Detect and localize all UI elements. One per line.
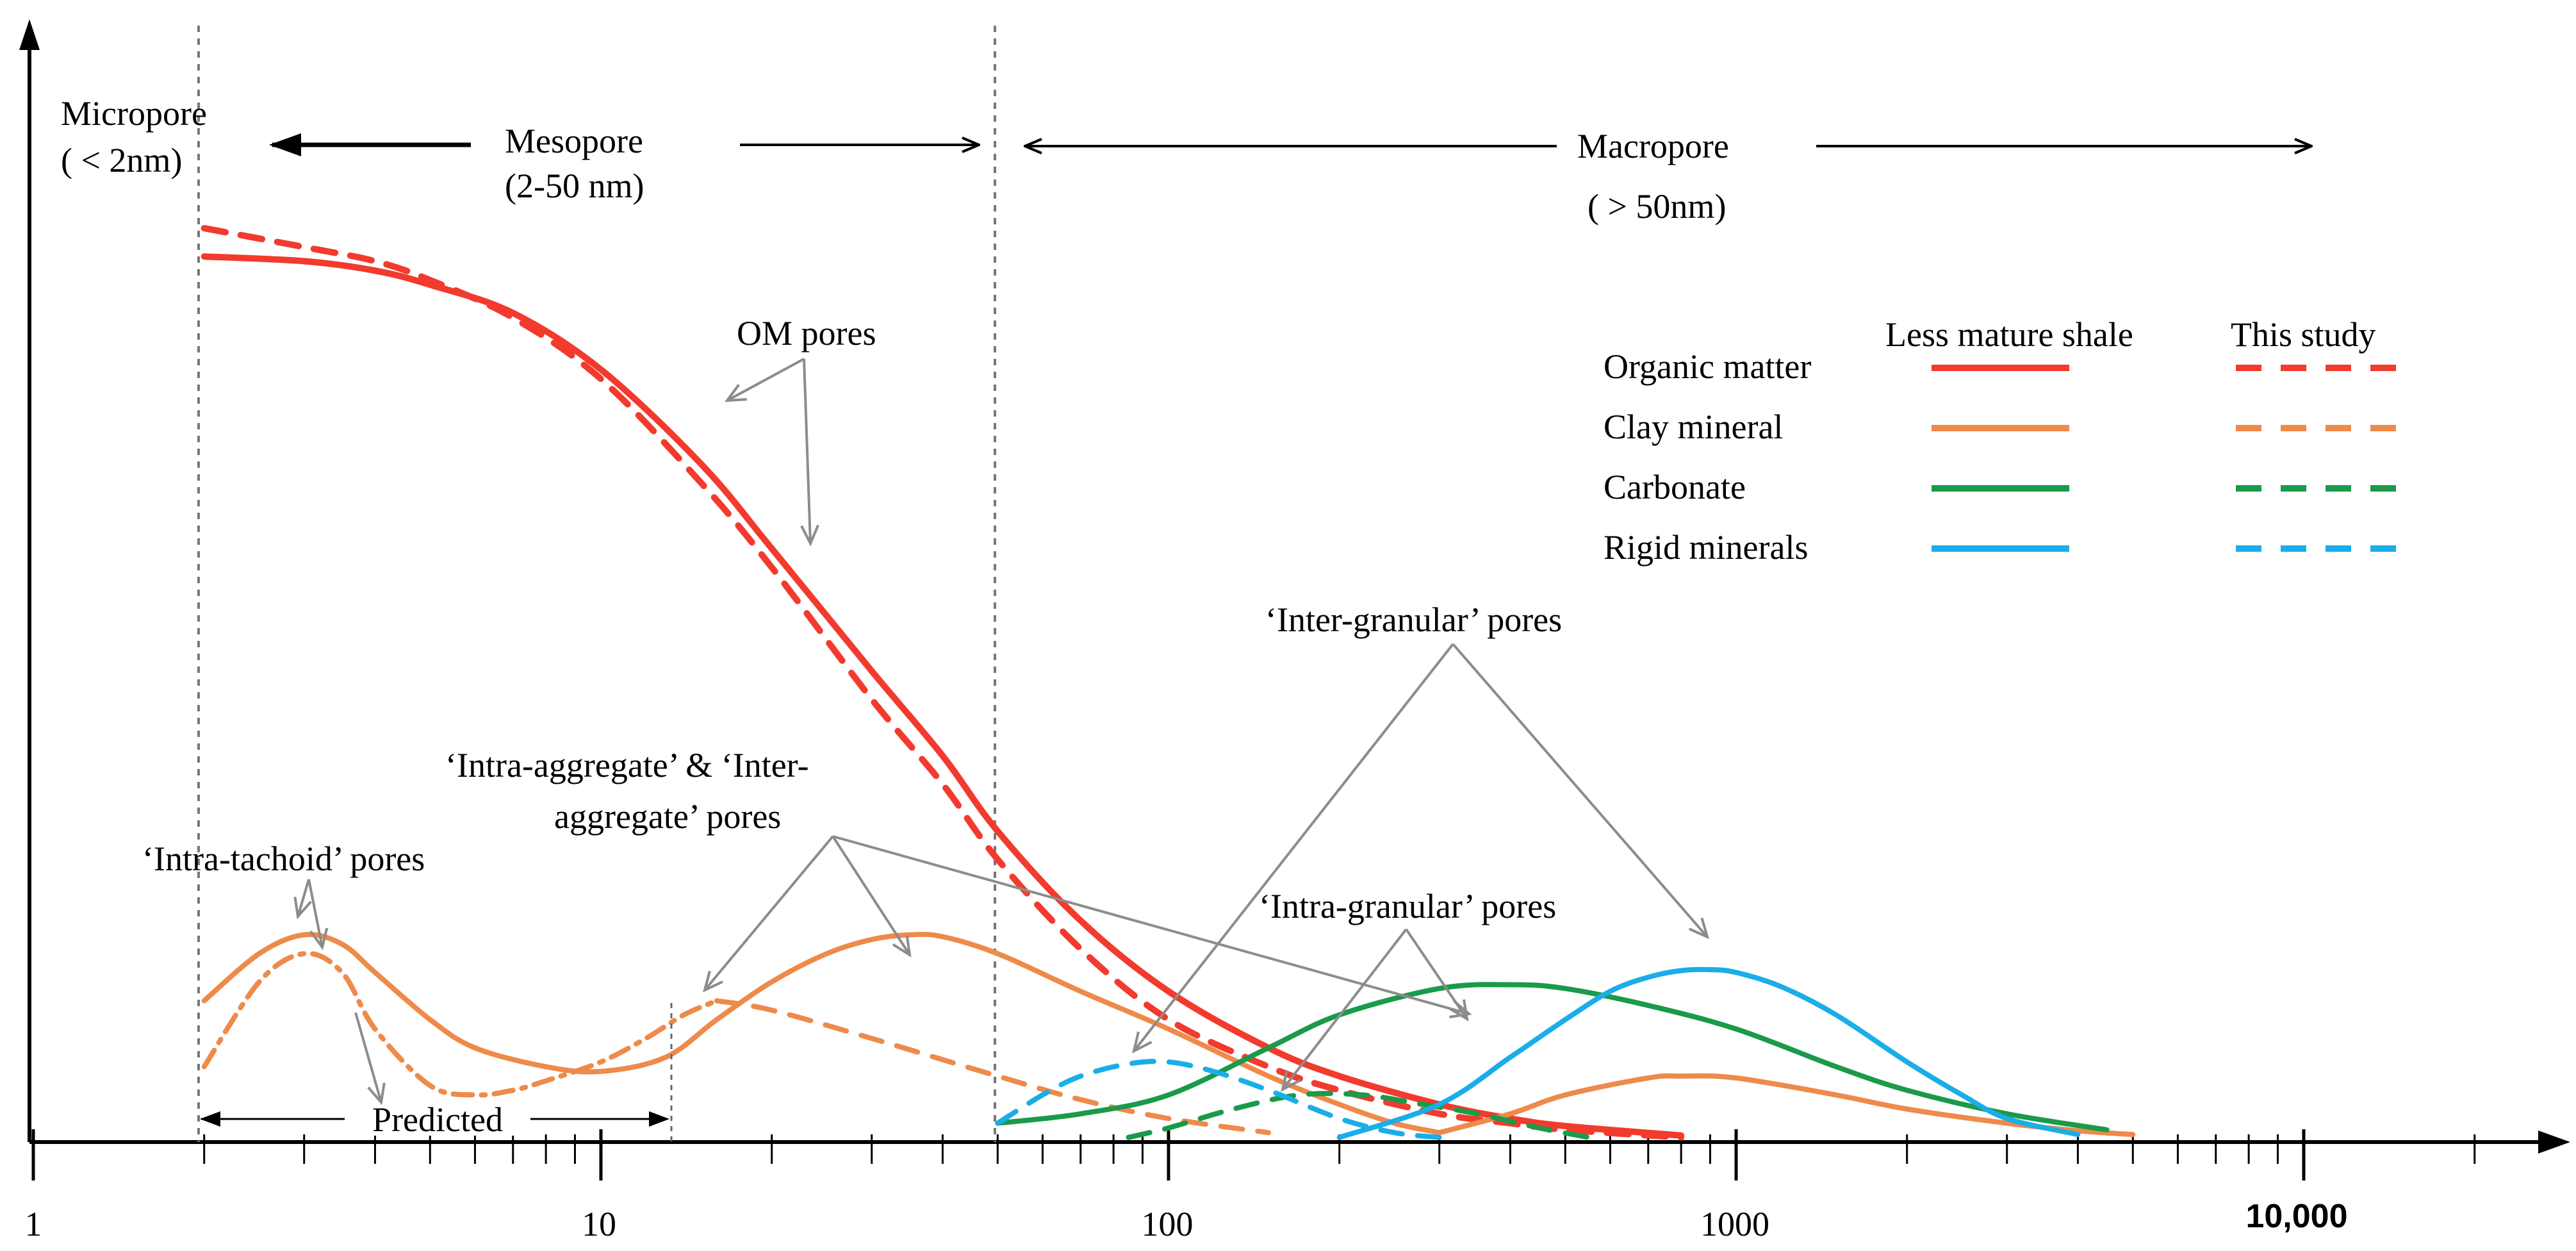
intra-aggregate-label-1: ‘Intra-aggregate’ & ‘Inter- xyxy=(445,746,809,784)
om-pores-label: OM pores xyxy=(737,314,876,352)
series-line-2 xyxy=(201,931,1442,1136)
legend-label-organic: Organic matter xyxy=(1604,347,1811,386)
tachoid-pointer-2 xyxy=(308,879,322,947)
tachoid-pointer-3 xyxy=(354,1012,381,1102)
inter-granular-pointer-1 xyxy=(1134,643,1454,1051)
micropore-range: ( < 2nm) xyxy=(61,141,182,179)
series-line-9 xyxy=(995,1059,1442,1140)
x-axis-arrow xyxy=(2538,1131,2570,1154)
x-tick-label: 10,000 xyxy=(2245,1198,2347,1235)
tachoid-pointer-1 xyxy=(298,879,309,916)
series-line-5 xyxy=(714,998,1271,1136)
aggregate-pointer-2 xyxy=(832,835,910,955)
legend-label-rigid: Rigid minerals xyxy=(1604,528,1808,567)
predicted-label: Predicted xyxy=(372,1100,503,1139)
series-line-1 xyxy=(201,225,1685,1141)
predicted-label-bg xyxy=(345,1104,530,1136)
x-tick-label: 100 xyxy=(1142,1205,1194,1243)
om-pointer-1 xyxy=(727,358,805,401)
inter-granular-label: ‘Inter-granular’ pores xyxy=(1265,601,1562,639)
x-tick-label: 10 xyxy=(582,1205,616,1243)
mesopore-range: (2-50 nm) xyxy=(505,167,644,205)
intra-tachoid-label: ‘Intra-tachoid’ pores xyxy=(142,840,425,878)
series-line-0 xyxy=(201,253,1685,1139)
inter-granular-pointer-2 xyxy=(1452,643,1707,937)
legend-col-solid: Less mature shale xyxy=(1885,315,2133,354)
predicted-right-arrowhead xyxy=(649,1111,669,1127)
legend-label-carbonate: Carbonate xyxy=(1604,468,1746,506)
micropore-label: Micropore xyxy=(61,94,207,133)
legend: Less mature shale This study Organic mat… xyxy=(1604,315,2399,567)
series-layer xyxy=(201,225,2136,1141)
series-line-8 xyxy=(1336,966,2081,1140)
intra-granular-pointer-2 xyxy=(1405,928,1467,1019)
series-line-4 xyxy=(201,950,719,1098)
legend-col-dashed: This study xyxy=(2231,315,2376,354)
intra-granular-pointer-1 xyxy=(1283,928,1407,1089)
macropore-label: Macropore xyxy=(1577,127,1729,165)
x-axis-ticks xyxy=(31,1129,2476,1181)
intra-granular-label: ‘Intra-granular’ pores xyxy=(1259,887,1556,925)
legend-label-clay: Clay mineral xyxy=(1604,408,1783,446)
intra-aggregate-label-2: aggregate’ pores xyxy=(554,797,781,836)
y-axis-arrow xyxy=(19,19,40,50)
macropore-range: ( > 50nm) xyxy=(1587,187,1726,226)
mesopore-label: Mesopore xyxy=(505,122,643,160)
legend-swatches xyxy=(1932,365,2399,552)
aggregate-pointer-1 xyxy=(705,835,834,990)
x-tick-label: 1000 xyxy=(1700,1205,1769,1243)
x-tick-label: 1 xyxy=(25,1205,42,1243)
micropore-arrowhead xyxy=(269,133,301,156)
series-line-7 xyxy=(1126,1091,1591,1140)
series-line-6 xyxy=(995,982,2110,1132)
predicted-left-arrowhead xyxy=(200,1111,220,1127)
om-pointer-2 xyxy=(804,358,810,543)
